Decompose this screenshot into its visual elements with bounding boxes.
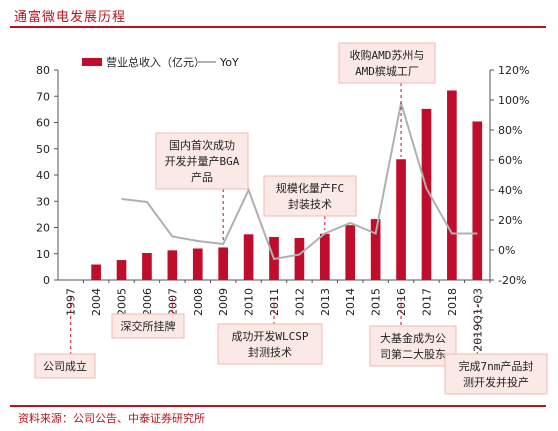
revenue-bar: [421, 108, 432, 280]
annotation-text: 完成7nm产品封: [459, 359, 534, 373]
annotation-text: 封装技术: [288, 197, 332, 211]
revenue-bar: [472, 121, 483, 280]
annotation-box: [444, 353, 548, 395]
revenue-bar: [167, 250, 178, 280]
annotation-box: [217, 323, 323, 365]
revenue-bar: [396, 159, 406, 280]
revenue-bar: [345, 225, 356, 280]
revenue-bar: [294, 238, 305, 280]
annotation-text: 公司成立: [43, 359, 87, 373]
yoy-line: [121, 102, 478, 261]
title-rule: [10, 26, 546, 28]
revenue-bar: [370, 219, 381, 280]
revenue-bar: [319, 233, 330, 280]
y-left-tick-label: 50: [36, 143, 50, 156]
annotation-text: 封测技术: [248, 345, 292, 359]
legend-yoy-label: YoY: [219, 56, 239, 69]
source-note: 资料来源：公司公告、中泰证券研究所: [18, 412, 205, 425]
revenue-bar: [243, 234, 254, 280]
revenue-bar: [192, 248, 203, 280]
y-left-tick-label: 10: [36, 248, 50, 261]
x-tick-label: 2018: [446, 288, 459, 316]
x-tick-label: 2019Q1-Q3: [471, 288, 484, 352]
legend-revenue-swatch: [82, 58, 102, 66]
x-tick-label: 2016: [395, 288, 408, 316]
x-tick-label: 2005: [116, 288, 129, 316]
annotation-text: 司第二大股东: [380, 347, 446, 361]
y-left-tick-label: 0: [43, 274, 50, 287]
y-right-tick-label: 20%: [498, 214, 522, 227]
x-tick-label: 2011: [268, 288, 281, 316]
annotation-box: [111, 313, 185, 339]
revenue-bar: [447, 90, 457, 280]
y-left-tick-label: 40: [36, 169, 50, 182]
x-tick-label: 2006: [141, 288, 154, 316]
annotation-text: 开发并量产BGA: [165, 154, 240, 168]
x-tick-label: 2013: [319, 288, 332, 316]
annotation-box: [34, 353, 96, 379]
x-tick-label: 2009: [217, 288, 230, 316]
y-right-tick-label: 100%: [498, 94, 529, 107]
x-tick-label: 1997: [65, 288, 78, 316]
annotation-text: 深交所挂牌: [121, 319, 176, 333]
x-tick-label: 2015: [370, 288, 383, 316]
x-tick-label: 2012: [293, 288, 306, 316]
x-tick-label: 2008: [192, 288, 205, 316]
annotation-text: 收购AMD苏州与: [350, 48, 425, 62]
revenue-bar: [116, 260, 127, 280]
legend-revenue-label: 营业总收入（亿元）: [106, 55, 205, 69]
annotation-text: 大基金成为公: [380, 331, 446, 345]
y-right-tick-label: -20%: [498, 274, 526, 287]
y-left-tick-label: 80: [36, 64, 50, 77]
y-right-tick-label: 80%: [498, 124, 522, 137]
revenue-bar: [218, 247, 229, 280]
annotation-text: 成功开发WLCSP: [231, 329, 308, 343]
annotation-text: 产品: [191, 170, 213, 184]
x-tick-label: 2010: [243, 288, 256, 316]
x-tick-label: 2007: [166, 288, 179, 316]
annotation-box: [155, 132, 249, 190]
revenue-bar: [142, 252, 152, 280]
x-tick-label: 2004: [90, 288, 103, 316]
annotation-text: AMD槟城工厂: [355, 64, 419, 78]
annotation-text: 测开发并投产: [463, 375, 529, 389]
y-right-tick-label: 0%: [498, 244, 515, 257]
y-right-tick-label: 120%: [498, 64, 529, 77]
x-tick-label: 2017: [420, 288, 433, 316]
annotation-text: 国内首次成功: [169, 138, 235, 152]
annotation-box: [338, 42, 436, 84]
annotation-box: [263, 175, 357, 217]
figure-title: 通富微电发展历程: [14, 10, 127, 25]
x-tick-label: 2014: [344, 288, 357, 316]
y-left-tick-label: 60: [36, 117, 50, 130]
y-right-tick-label: 60%: [498, 154, 522, 167]
y-left-tick-label: 70: [36, 90, 50, 103]
y-right-tick-label: 40%: [498, 184, 522, 197]
y-left-tick-label: 30: [36, 195, 50, 208]
annotation-text: 规模化量产FC: [276, 181, 344, 195]
annotation-box: [369, 325, 457, 367]
y-left-tick-label: 20: [36, 222, 50, 235]
revenue-bar: [91, 264, 101, 280]
source-rule: [10, 405, 546, 407]
